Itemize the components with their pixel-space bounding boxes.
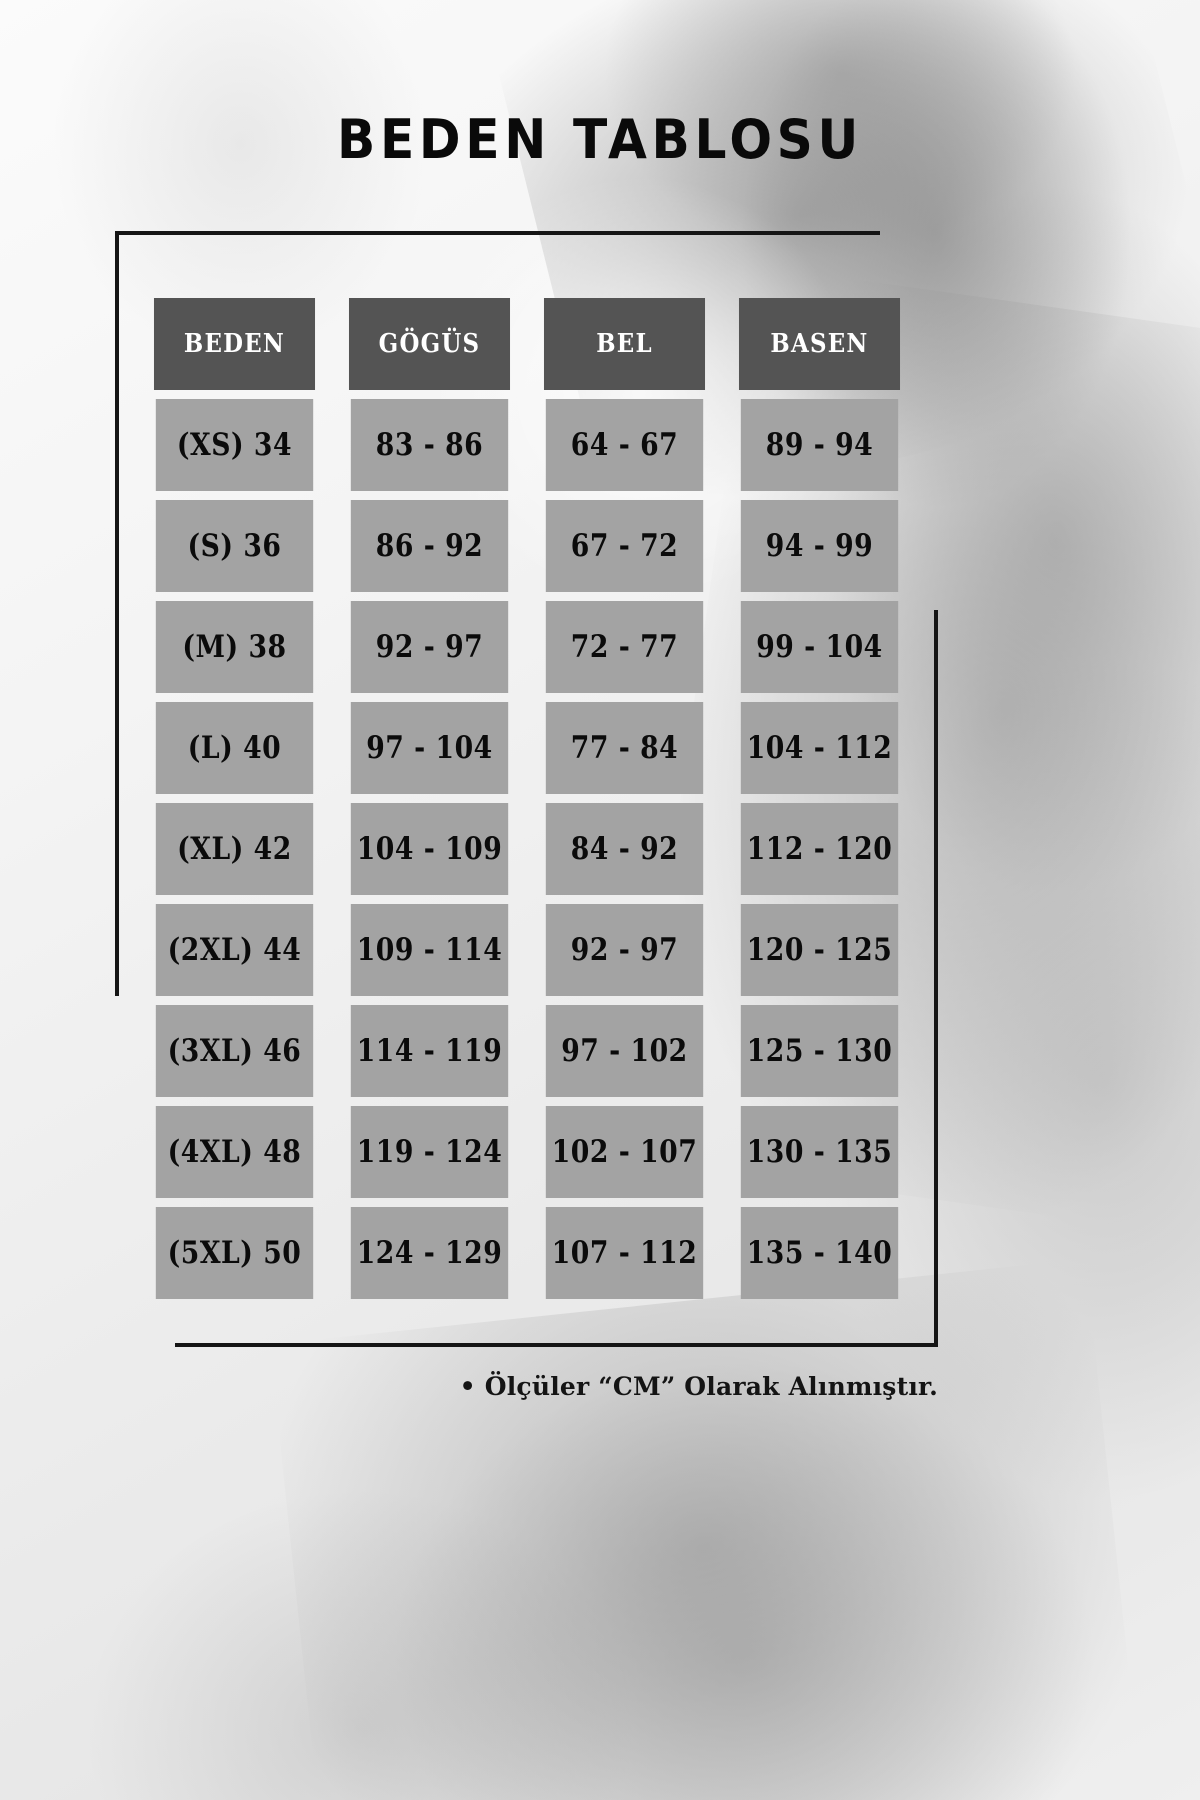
table-row: (5XL) 50 124 - 129 107 - 112 135 - 140 <box>143 1207 911 1299</box>
column-header-gogus: GÖGÜS <box>348 298 511 390</box>
cell-gogus: 114 - 119 <box>350 1005 509 1097</box>
table-row: (2XL) 44 109 - 114 92 - 97 120 - 125 <box>143 904 911 996</box>
page-title: BEDEN TABLOSU <box>337 108 863 171</box>
cell-basen: 99 - 104 <box>740 601 899 693</box>
cell-gogus: 86 - 92 <box>350 500 509 592</box>
cell-basen: 94 - 99 <box>740 500 899 592</box>
cell-bel: 102 - 107 <box>545 1106 704 1198</box>
cell-gogus: 92 - 97 <box>350 601 509 693</box>
cell-bel: 107 - 112 <box>545 1207 704 1299</box>
cell-beden: (M) 38 <box>155 601 314 693</box>
cell-bel: 97 - 102 <box>545 1005 704 1097</box>
table-row: (XL) 42 104 - 109 84 - 92 112 - 120 <box>143 803 911 895</box>
cell-gogus: 104 - 109 <box>350 803 509 895</box>
cell-basen: 104 - 112 <box>740 702 899 794</box>
cell-beden: (L) 40 <box>155 702 314 794</box>
cell-bel: 77 - 84 <box>545 702 704 794</box>
table-row: (3XL) 46 114 - 119 97 - 102 125 - 130 <box>143 1005 911 1097</box>
cell-bel: 64 - 67 <box>545 399 704 491</box>
cell-basen: 112 - 120 <box>740 803 899 895</box>
cell-basen: 135 - 140 <box>740 1207 899 1299</box>
cell-beden: (XS) 34 <box>155 399 314 491</box>
cell-gogus: 124 - 129 <box>350 1207 509 1299</box>
cell-beden: (5XL) 50 <box>155 1207 314 1299</box>
column-header-beden: BEDEN <box>153 298 316 390</box>
background-shadow-bottom <box>269 1258 1151 1800</box>
cell-basen: 130 - 135 <box>740 1106 899 1198</box>
cell-bel: 67 - 72 <box>545 500 704 592</box>
size-table: BEDEN GÖGÜS BEL BASEN (XS) 34 83 - 86 64… <box>143 298 911 1299</box>
cell-bel: 72 - 77 <box>545 601 704 693</box>
column-header-basen: BASEN <box>738 298 901 390</box>
bracket-bottom-horizontal-rule <box>175 1343 938 1347</box>
column-header-bel: BEL <box>543 298 706 390</box>
cell-gogus: 97 - 104 <box>350 702 509 794</box>
measurement-unit-note: • Ölçüler “CM” Olarak Alınmıştır. <box>459 1372 938 1401</box>
cell-basen: 89 - 94 <box>740 399 899 491</box>
cell-beden: (3XL) 46 <box>155 1005 314 1097</box>
cell-basen: 125 - 130 <box>740 1005 899 1097</box>
table-row: (XS) 34 83 - 86 64 - 67 89 - 94 <box>143 399 911 491</box>
cell-basen: 120 - 125 <box>740 904 899 996</box>
cell-gogus: 119 - 124 <box>350 1106 509 1198</box>
table-row: (4XL) 48 119 - 124 102 - 107 130 - 135 <box>143 1106 911 1198</box>
cell-beden: (4XL) 48 <box>155 1106 314 1198</box>
table-row: (L) 40 97 - 104 77 - 84 104 - 112 <box>143 702 911 794</box>
cell-bel: 92 - 97 <box>545 904 704 996</box>
bracket-top-horizontal-rule <box>115 231 880 235</box>
cell-bel: 84 - 92 <box>545 803 704 895</box>
table-row: (M) 38 92 - 97 72 - 77 99 - 104 <box>143 601 911 693</box>
bracket-left-vertical-rule <box>115 231 119 996</box>
table-row: (S) 36 86 - 92 67 - 72 94 - 99 <box>143 500 911 592</box>
cell-beden: (2XL) 44 <box>155 904 314 996</box>
cell-beden: (XL) 42 <box>155 803 314 895</box>
cell-gogus: 83 - 86 <box>350 399 509 491</box>
bracket-right-vertical-rule <box>934 610 938 1347</box>
table-header-row: BEDEN GÖGÜS BEL BASEN <box>143 298 911 390</box>
cell-beden: (S) 36 <box>155 500 314 592</box>
cell-gogus: 109 - 114 <box>350 904 509 996</box>
